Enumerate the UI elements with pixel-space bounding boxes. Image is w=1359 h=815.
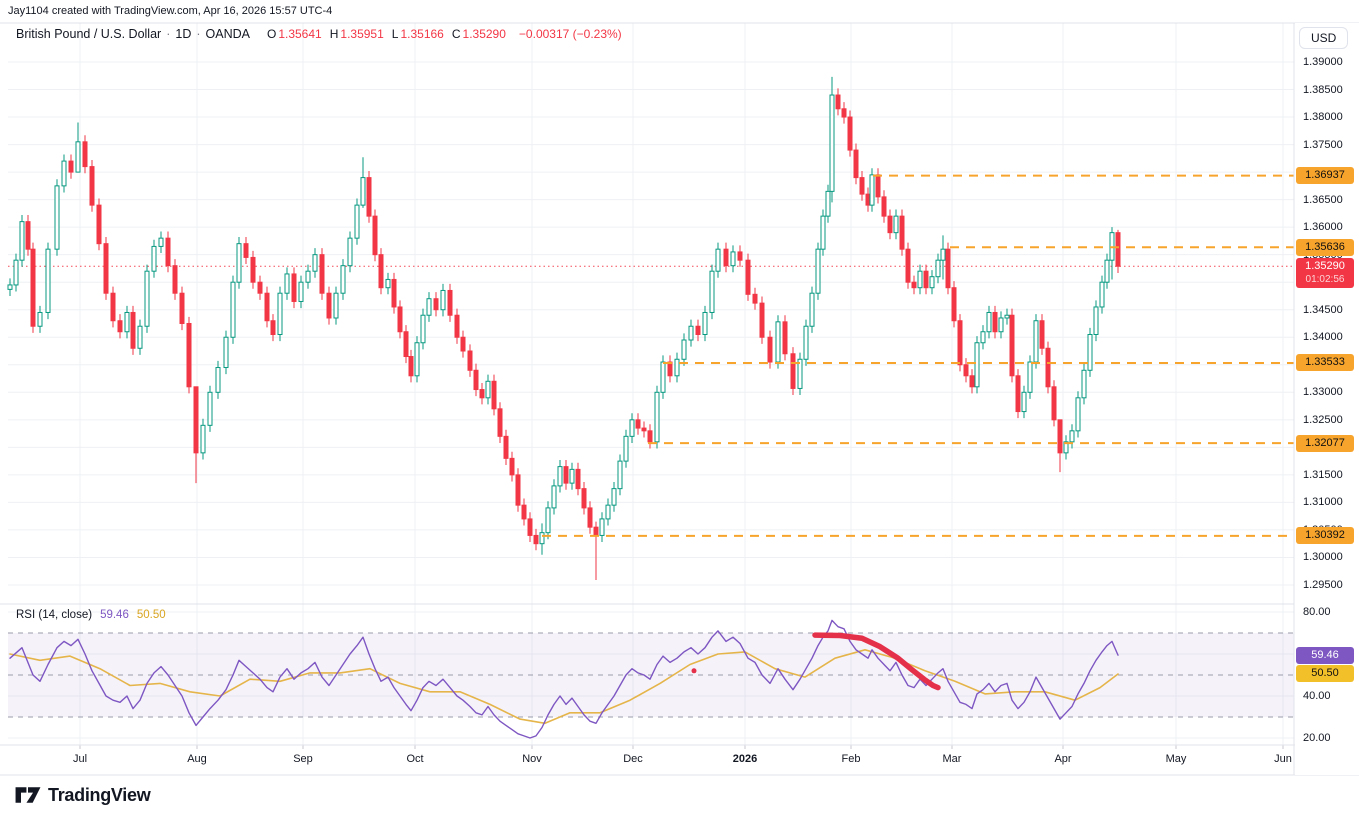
price-tick-label: 1.34500 — [1303, 303, 1343, 316]
time-tick-label: Jun — [1274, 753, 1292, 765]
change-value: −0.00317 (−0.23%) — [518, 27, 622, 41]
countdown-timer: 01:02:56 — [1305, 274, 1345, 286]
price-tick-label: 1.39000 — [1303, 56, 1343, 68]
interval-label[interactable]: 1D — [175, 27, 192, 41]
level-price-badge: 1.35636 — [1296, 238, 1354, 256]
ohlc-key: C — [451, 27, 461, 41]
time-tick-label: Dec — [623, 753, 643, 765]
ohlc-value: 1.35166 — [400, 27, 444, 41]
price-tick-label: 1.33000 — [1303, 386, 1343, 399]
symbol-legend: British Pound / U.S. Dollar · 1D · OANDA… — [16, 27, 622, 41]
price-tick-label: 1.36000 — [1303, 221, 1343, 234]
legend-separator: · — [196, 27, 201, 41]
time-tick-label: Oct — [406, 753, 424, 765]
price-tick-label: 1.30000 — [1303, 551, 1343, 564]
rsi-tick-label: 40.00 — [1303, 690, 1331, 702]
rsi-ma-value: 50.50 — [136, 609, 166, 621]
time-tick-label: Nov — [522, 753, 542, 765]
price-tick-label: 1.31000 — [1303, 496, 1343, 509]
level-price-badge: 1.32077 — [1296, 434, 1354, 452]
price-tick-label: 1.36500 — [1303, 193, 1343, 206]
rsi-legend: RSI (14, close) 59.46 50.50 — [16, 609, 166, 621]
rsi-tick-label: 20.00 — [1303, 732, 1331, 744]
ohlc-value: 1.35951 — [340, 27, 384, 41]
time-tick-label: Apr — [1054, 753, 1072, 765]
price-axis[interactable]: USD 1.390001.385001.380001.375001.370001… — [1295, 23, 1359, 775]
rsi-value: 59.46 — [100, 609, 129, 621]
price-tick-label: 1.38000 — [1303, 111, 1343, 124]
level-price-badge: 1.36937 — [1296, 167, 1354, 185]
symbol-title[interactable]: British Pound / U.S. Dollar — [16, 27, 162, 41]
price-tick-label: 1.31500 — [1303, 468, 1343, 481]
time-tick-label: Sep — [293, 753, 313, 765]
watermark-text: Jay1104 created with TradingView.com, Ap… — [8, 5, 333, 17]
price-tick-label: 1.29500 — [1303, 578, 1343, 591]
ohlc-value: 1.35641 — [278, 27, 322, 41]
legend-separator: · — [166, 27, 171, 41]
price-tick-label: 1.37500 — [1303, 138, 1343, 151]
price-tick-label: 1.34000 — [1303, 331, 1343, 344]
tradingview-logo-icon — [15, 787, 41, 803]
currency-toggle-button[interactable]: USD — [1299, 27, 1349, 49]
ohlc-key: H — [329, 27, 339, 41]
ohlc-key: O — [266, 27, 277, 41]
level-price-badge: 1.33533 — [1296, 354, 1354, 372]
rsi-indicator-title[interactable]: RSI (14, close) — [16, 609, 93, 621]
rsi-tick-label: 80.00 — [1303, 606, 1331, 618]
time-tick-label: May — [1165, 753, 1187, 765]
time-tick-label: Feb — [841, 753, 861, 765]
tradingview-logo[interactable]: TradingView — [14, 783, 151, 807]
time-tick-label: 2026 — [732, 753, 758, 765]
exchange-label[interactable]: OANDA — [205, 27, 250, 41]
rsi-ma-badge: 50.50 — [1296, 665, 1354, 683]
tradingview-logo-text: TradingView — [48, 784, 151, 805]
ohlc-key: L — [391, 27, 399, 41]
time-tick-label: Jul — [72, 753, 88, 765]
time-axis[interactable]: Jul Aug Sep Oct Nov Dec 2026 Feb Mar Apr May Jun — [0, 747, 1294, 775]
footer-bar: TradingView — [0, 776, 1359, 815]
time-tick-label: Mar — [942, 753, 962, 765]
rsi-value-badge: 59.46 — [1296, 646, 1354, 664]
ohlc-value: 1.35290 — [462, 27, 506, 41]
time-tick-label: Aug — [187, 753, 207, 765]
price-tick-label: 1.38500 — [1303, 83, 1343, 96]
level-price-badge: 1.30392 — [1296, 527, 1354, 545]
price-tick-label: 1.32500 — [1303, 413, 1343, 426]
last-price-badge: 1.35290 01:02:56 — [1296, 258, 1354, 289]
ohlc-values: O 1.35641 H 1.35951 L 1.35166 C 1.35290 — [261, 27, 506, 41]
